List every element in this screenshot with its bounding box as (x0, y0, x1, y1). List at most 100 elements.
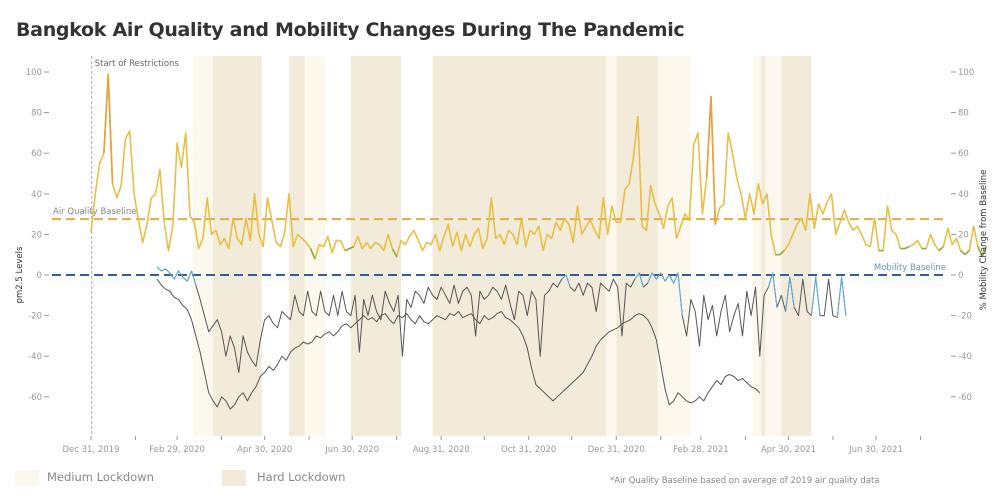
x-tick-label: Jun 30, 2020 (324, 445, 379, 455)
footnote: *Air Quality Baseline based on average o… (610, 476, 880, 486)
lockdown-bands (192, 56, 812, 436)
mobility-above-baseline-segment (182, 276, 188, 282)
mobility-retail-line (156, 278, 761, 410)
y-tick-label-right: 100 (958, 68, 974, 78)
mobility-above-baseline-segment (634, 272, 640, 280)
mobility-above-baseline-segment (191, 270, 197, 286)
mobility-workplace-line (156, 266, 847, 373)
y-tick-label-left: 100 (26, 68, 42, 78)
x-tick-label: Apr 30, 2020 (237, 445, 292, 455)
mobility-above-baseline-segment (156, 266, 162, 272)
air-quality-low-segment (938, 246, 944, 252)
air-quality-low-segment (391, 248, 398, 258)
air-quality-low-segment (977, 246, 983, 258)
x-tick-label: Oct 31, 2020 (501, 445, 556, 455)
y-tick-label-left: 0 (37, 271, 42, 281)
mobility-above-baseline-segment (647, 272, 653, 284)
air-quality-low-segment (344, 247, 350, 252)
mobility-above-baseline-segment (785, 276, 791, 312)
y-tick-label-left: 20 (31, 230, 42, 240)
y-tick-label-left: 80 (31, 109, 42, 119)
x-tick-label: Apr 30, 2021 (761, 445, 816, 455)
mobility-above-baseline-segment (651, 272, 657, 280)
mobility-above-baseline-segment (767, 272, 774, 288)
y-tick-label-left: 40 (31, 190, 42, 200)
y-tick-label-left: 60 (31, 149, 42, 159)
medium-lockdown-band (304, 56, 325, 436)
hard-lockdown-band (781, 56, 812, 436)
mobility-above-baseline-segment (655, 272, 662, 280)
mobility-above-baseline-segment (173, 270, 179, 280)
hard-lockdown-band (761, 56, 766, 436)
air-quality-high-segment (103, 73, 109, 154)
mobility-above-baseline-segment (165, 268, 171, 274)
mobility-above-baseline-segment (660, 272, 666, 282)
hard-lockdown-band (289, 56, 305, 436)
y-tick-label-right: 60 (958, 149, 969, 159)
mobility-above-baseline-segment (815, 276, 821, 316)
mobility-above-baseline-segment (561, 274, 567, 280)
air-quality-low-segment (960, 250, 966, 256)
hard-lockdown-band (432, 56, 607, 436)
y-tick-label-right: 20 (958, 230, 969, 240)
medium-lockdown-band (606, 56, 617, 436)
mobility-baseline-label: Mobility Baseline (874, 263, 946, 273)
mobility-above-baseline-segment (673, 272, 679, 284)
x-tick-label: Dec 31, 2019 (62, 445, 119, 455)
air-quality-line (90, 73, 988, 260)
x-tick-label: Jun 30, 2021 (848, 445, 903, 455)
annotations: Start of Restrictions Air Quality Baselin… (52, 56, 948, 436)
mobility-above-baseline-segment (789, 276, 795, 308)
y-tick-label-right: -60 (958, 393, 972, 403)
chart-title: Bangkok Air Quality and Mobility Changes… (16, 19, 685, 41)
medium-lockdown-band (752, 56, 762, 436)
air-quality-low-segment (904, 245, 910, 250)
legend-hard-label: Hard Lockdown (257, 470, 346, 484)
air-quality-baseline-label: Air Quality Baseline (53, 207, 137, 217)
data-lines (90, 73, 988, 410)
legend-medium-label: Medium Lockdown (47, 470, 154, 484)
y-tick-label-right: 40 (958, 190, 969, 200)
hard-lockdown-band (616, 56, 658, 436)
air-quality-low-segment (309, 248, 316, 260)
air-quality-low-segment (981, 246, 988, 258)
x-tick-label: Aug 31, 2020 (413, 445, 470, 455)
mobility-above-baseline-segment (668, 274, 675, 284)
air-quality-low-segment (964, 250, 970, 256)
mobility-above-baseline-segment (186, 270, 192, 282)
mobility-above-baseline-segment (677, 272, 683, 316)
air-quality-low-segment (348, 245, 354, 250)
mobility-above-baseline-segment (638, 272, 644, 288)
x-tick-label: Feb 28, 2021 (673, 445, 729, 455)
x-tick-label: Dec 31, 2020 (588, 445, 645, 455)
x-tick-label: Feb 29, 2020 (149, 445, 205, 455)
mobility-above-baseline-segment (169, 272, 175, 280)
y-axis-title-right: % Mobility Change from Baseline (979, 170, 989, 311)
medium-lockdown-band (192, 56, 213, 436)
mobility-above-baseline-segment (161, 268, 166, 272)
y-tick-label-left: -60 (28, 393, 42, 403)
mobility-above-baseline-segment (565, 274, 571, 288)
y-tick-label-left: -20 (28, 312, 42, 322)
y-tick-label-right: -40 (958, 352, 972, 362)
mobility-above-baseline-segment (178, 270, 184, 278)
hard-lockdown-band (350, 56, 401, 436)
medium-lockdown-band (657, 56, 691, 436)
air-quality-high-segment (107, 73, 114, 184)
mobility-above-baseline-segment (810, 276, 817, 316)
legend-swatch-medium (15, 470, 39, 486)
hard-lockdown-band (212, 56, 262, 436)
mobility-above-baseline-segment (841, 276, 847, 316)
mobility-above-baseline-segment (772, 272, 778, 308)
y-tick-label-left: -40 (28, 352, 42, 362)
air-quality-high-segment (705, 96, 712, 178)
mobility-above-baseline-segment (664, 274, 670, 282)
axes: 100 80 60 40 20 0 -20 -40 -60 100 80 60 40 20 0 -20 -40 -… (15, 68, 989, 455)
legend-swatch-hard (222, 470, 246, 486)
air-quality-low-segment (779, 250, 785, 256)
y-axis-title-left: pm2.5 Levels (15, 246, 25, 303)
air-quality-high-segment (710, 96, 717, 225)
y-tick-label-right: 0 (958, 271, 963, 281)
mobility-above-baseline-segment (836, 276, 843, 318)
